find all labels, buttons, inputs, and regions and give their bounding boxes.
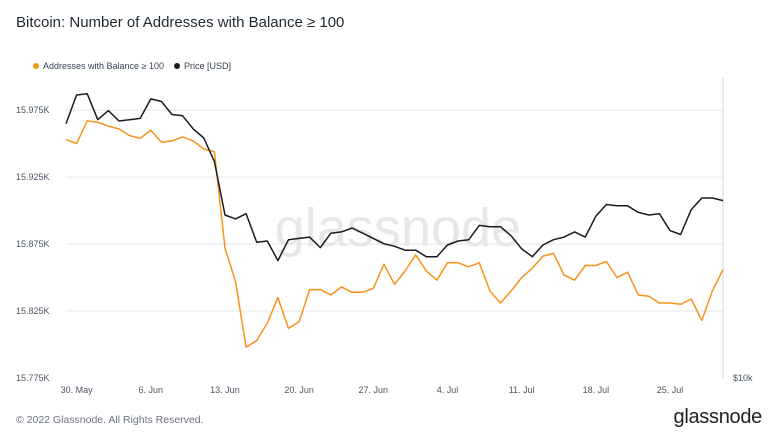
- legend-label: Price [USD]: [184, 61, 231, 71]
- glassnode-logo: glassnode: [673, 406, 763, 428]
- y-tick-label: 15.825K: [16, 306, 50, 316]
- y-tick-label: 15.975K: [16, 105, 50, 115]
- y-right-tick-label: $10k: [733, 373, 753, 383]
- x-tick-label: 20. Jun: [284, 385, 314, 395]
- x-tick-label: 30. May: [61, 385, 94, 395]
- x-tick-label: 25. Jul: [657, 385, 684, 395]
- chart-title: Bitcoin: Number of Addresses with Balanc…: [16, 14, 345, 31]
- series-line-addresses: [65, 120, 724, 348]
- axes: 15.975K 15.925K 15.875K 15.825K 15.775K $10k 3…: [16, 78, 753, 395]
- legend-marker: [33, 63, 39, 69]
- x-tick-label: 13. Jun: [210, 385, 240, 395]
- x-tick-label: 6. Jun: [139, 385, 164, 395]
- series-lines: [65, 92, 724, 348]
- x-tick-label: 27. Jun: [359, 385, 389, 395]
- x-tick-label: 18. Jul: [583, 385, 610, 395]
- grid: [66, 109, 723, 312]
- y-tick-label: 15.875K: [16, 239, 50, 249]
- watermark: glassnode: [275, 198, 521, 258]
- chart: glassnode Addresses with Balance ≥ 100 Pr…: [16, 61, 753, 395]
- legend: Addresses with Balance ≥ 100 Price [USD]: [33, 61, 231, 71]
- y-tick-label: 15.775K: [16, 373, 50, 383]
- copyright-text: © 2022 Glassnode. All Rights Reserved.: [16, 414, 204, 426]
- legend-label: Addresses with Balance ≥ 100: [43, 61, 164, 71]
- x-tick-label: 11. Jul: [509, 385, 535, 395]
- watermark-text: glassnode: [275, 198, 521, 258]
- x-tick-label: 4. Jul: [437, 385, 459, 395]
- series-line-price: [65, 92, 724, 262]
- legend-marker: [174, 63, 180, 69]
- y-tick-label: 15.925K: [16, 172, 50, 182]
